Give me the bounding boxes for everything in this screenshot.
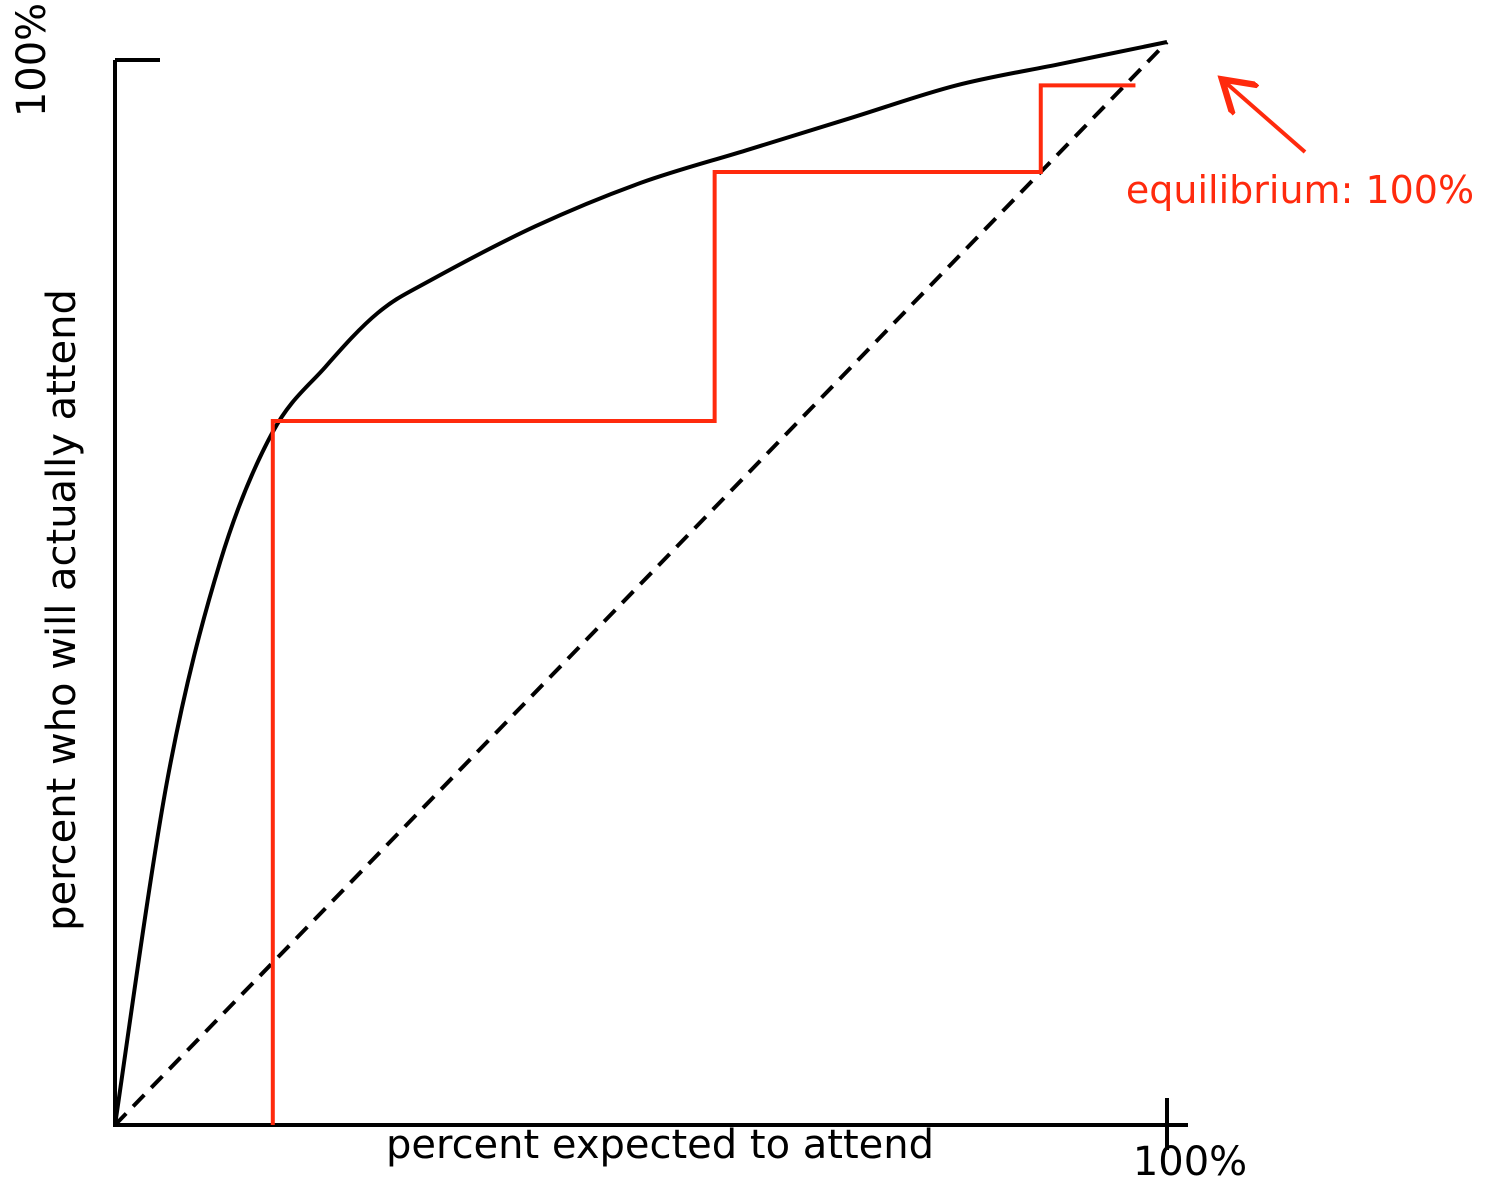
diagonal-45-line bbox=[113, 40, 1169, 1127]
adjustment-steps-line bbox=[270, 83, 1136, 1125]
axes bbox=[113, 58, 1188, 1150]
y-axis-tick-label-100: 100% bbox=[9, 3, 55, 117]
response-curve-line bbox=[113, 40, 1168, 1126]
x-axis-tick-label-100: 100% bbox=[1133, 1139, 1247, 1181]
x-axis-label: percent expected to attend bbox=[386, 1122, 934, 1168]
equilibrium-arrow bbox=[1225, 82, 1307, 154]
equilibrium-label: equilibrium: 100% bbox=[1126, 168, 1474, 212]
y-axis-label: percent who will actually attend bbox=[39, 289, 85, 931]
equilibrium-annotation: equilibrium: 100% bbox=[1126, 82, 1474, 212]
